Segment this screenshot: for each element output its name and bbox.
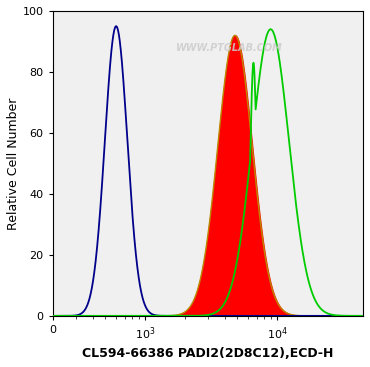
Y-axis label: Relative Cell Number: Relative Cell Number bbox=[7, 97, 20, 230]
X-axis label: CL594-66386 PADI2(2D8C12),ECD-H: CL594-66386 PADI2(2D8C12),ECD-H bbox=[82, 347, 334, 360]
Text: WWW.PTGLAB.COM: WWW.PTGLAB.COM bbox=[176, 43, 283, 52]
